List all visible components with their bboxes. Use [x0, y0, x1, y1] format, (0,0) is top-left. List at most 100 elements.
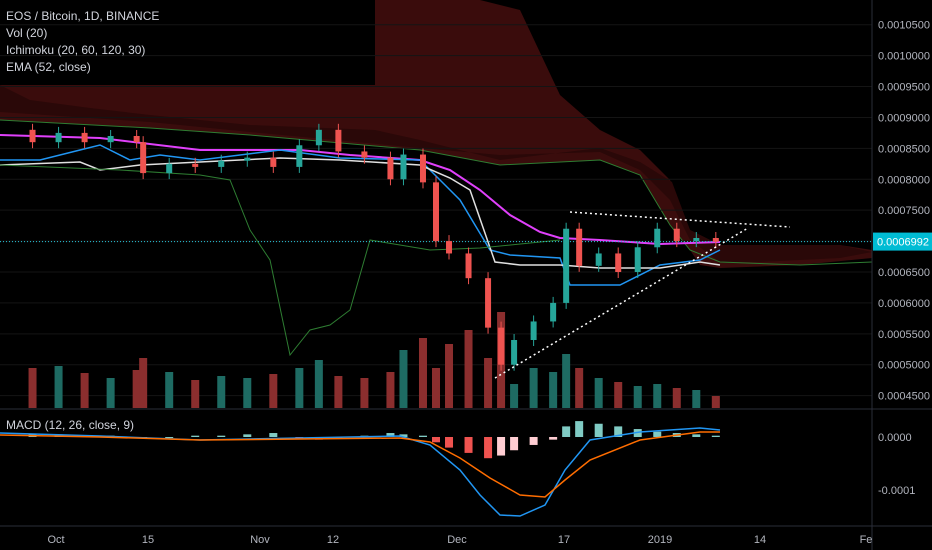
indicator-macd[interactable]: MACD (12, 26, close, 9) [6, 418, 134, 432]
volume-bar [465, 330, 473, 408]
candle-body [531, 321, 537, 340]
price-tick-label: 0.0010500 [878, 20, 930, 32]
volume-bar [614, 382, 622, 408]
macd-hist-bar [465, 437, 473, 453]
chikou-line [0, 165, 560, 355]
time-tick-label: Fe [860, 534, 873, 546]
volume-bar [484, 358, 492, 408]
macd-hist-bar [510, 437, 518, 450]
volume-bar [712, 396, 720, 408]
macd-hist-bar [562, 426, 570, 437]
candle-body [550, 303, 556, 322]
macd-hist-bar [269, 433, 277, 437]
time-tick-label: Dec [447, 534, 467, 546]
candle-body [674, 229, 680, 241]
trendlines[interactable] [495, 212, 790, 378]
price-tick-label: 0.0008000 [878, 174, 930, 186]
current-price-label: 0.0006992 [877, 237, 929, 249]
candle-body [316, 130, 322, 145]
price-tick-label: 0.0004500 [878, 391, 930, 403]
chart-legend: EOS / Bitcoin, 1D, BINANCE Vol (20) Ichi… [6, 8, 159, 76]
volume-bars [29, 312, 720, 408]
volume-bar [334, 376, 342, 408]
time-tick-label: 14 [754, 534, 766, 546]
price-tick-label: 0.0007500 [878, 205, 930, 217]
volume-bar [399, 350, 407, 408]
macd-hist-bar [497, 437, 505, 456]
macd-hist-bar [432, 437, 440, 442]
time-tick-label: Nov [250, 534, 270, 546]
time-tick-label: 12 [327, 534, 339, 546]
candle-body [511, 340, 517, 365]
volume-bar [419, 338, 427, 408]
macd-hist-bar [243, 434, 251, 437]
volume-bar [549, 372, 557, 408]
macd-hist-bar [595, 424, 603, 437]
volume-bar [595, 378, 603, 408]
candle-body [400, 155, 406, 180]
candle-body [485, 278, 491, 327]
macd-hist-bar [419, 436, 427, 437]
price-tick-label: 0.0010000 [878, 51, 930, 63]
macd-line [0, 428, 720, 516]
candle-body [420, 155, 426, 183]
macd-hist-bar [445, 437, 453, 448]
volume-bar [243, 378, 251, 408]
volume-bar [386, 372, 394, 408]
time-tick-label: Oct [47, 534, 64, 546]
volume-bar [107, 378, 115, 408]
time-tick-label: 15 [142, 534, 154, 546]
price-tick-label: 0.0008500 [878, 143, 930, 155]
candle-body [56, 133, 62, 142]
candle-body [433, 182, 439, 241]
candle-body [693, 238, 699, 241]
candle-body [654, 229, 660, 248]
candle-body [270, 158, 276, 167]
candle-body [134, 136, 140, 142]
volume-bar [634, 386, 642, 408]
candle-body [387, 158, 393, 180]
volume-bar [432, 368, 440, 408]
volume-bar [445, 344, 453, 408]
volume-bar [510, 384, 518, 408]
volume-bar [139, 358, 147, 408]
candle-body [166, 164, 172, 173]
volume-bar [217, 376, 225, 408]
indicator-vol[interactable]: Vol (20) [6, 25, 159, 42]
candle-body [635, 247, 641, 272]
price-tick-label: 0.0009000 [878, 112, 930, 124]
candle-body [140, 142, 146, 173]
candle-body [218, 161, 224, 167]
volume-bar [575, 368, 583, 408]
indicator-ichimoku[interactable]: Ichimoku (20, 60, 120, 30) [6, 42, 159, 59]
indicator-ema[interactable]: EMA (52, close) [6, 59, 159, 76]
macd-hist-bar [484, 437, 492, 458]
price-tick-label: 0.0006000 [878, 298, 930, 310]
macd-tick-label: -0.0001 [878, 485, 915, 497]
candle-body [361, 151, 367, 157]
candle-body [466, 253, 472, 278]
candle-body [615, 253, 621, 272]
volume-bar [530, 368, 538, 408]
macd-hist-bar [653, 432, 661, 437]
macd-pane [0, 409, 932, 526]
symbol-title[interactable]: EOS / Bitcoin, 1D, BINANCE [6, 8, 159, 25]
macd-tick-label: 0.0000 [878, 432, 912, 444]
tenkan-line [0, 145, 720, 285]
macd-hist-bar [165, 437, 173, 438]
candle-body [82, 133, 88, 142]
macd-hist-bar [217, 436, 225, 437]
volume-bar [81, 373, 89, 408]
candle-body [335, 130, 341, 152]
time-tick-label: 17 [558, 534, 570, 546]
candle-body [563, 229, 569, 303]
candle-body [596, 253, 602, 265]
candle-body [108, 136, 114, 142]
price-tick-label: 0.0005500 [878, 329, 930, 341]
macd-hist-bar [549, 437, 557, 440]
candle-body [30, 130, 36, 142]
candle-body [576, 229, 582, 266]
macd-hist-bar [530, 437, 538, 445]
macd-hist-bar [692, 434, 700, 437]
